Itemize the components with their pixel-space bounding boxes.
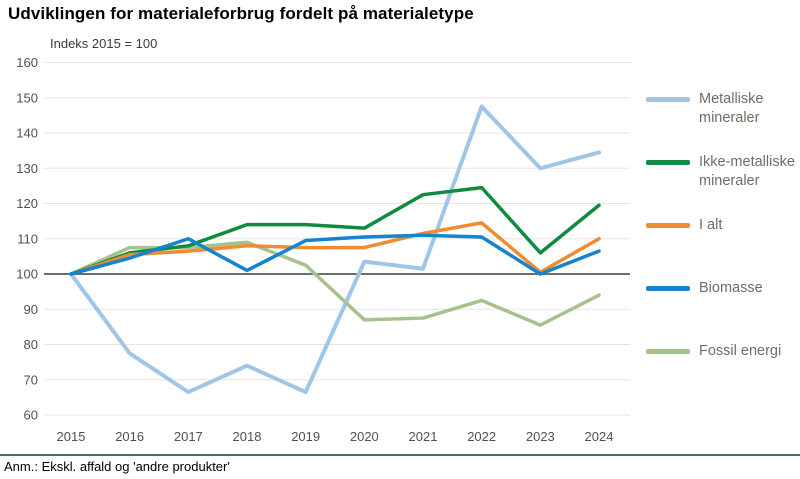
legend-label: Fossil energi <box>699 343 782 359</box>
legend-line-swatch <box>646 223 690 228</box>
y-axis-tick-labels: 60 70 80 90 100 110 120 130 140 150 160 <box>16 55 38 423</box>
y-tick-label: 70 <box>24 372 38 387</box>
legend-item: Ikke-metalliske mineraler <box>646 153 800 216</box>
legend-item: Fossil energi <box>646 342 800 405</box>
gridlines <box>44 62 630 416</box>
chart-title: Udviklingen for materialeforbrug fordelt… <box>8 4 474 23</box>
x-tick-label: 2022 <box>467 429 496 444</box>
legend-line-swatch <box>646 160 690 165</box>
x-tick-label: 2017 <box>174 429 203 444</box>
series-lines <box>69 104 601 395</box>
y-tick-label: 90 <box>24 302 38 317</box>
series-line-biomasse <box>69 233 601 276</box>
x-tick-label: 2018 <box>233 429 262 444</box>
y-tick-label: 60 <box>24 408 38 423</box>
y-tick-label: 100 <box>16 267 38 282</box>
chart-subtitle: Indeks 2015 = 100 <box>50 36 158 51</box>
y-tick-label: 120 <box>16 196 38 211</box>
x-tick-label: 2024 <box>585 429 614 444</box>
y-tick-label: 150 <box>16 90 38 105</box>
x-tick-label: 2016 <box>115 429 144 444</box>
legend-item: Biomasse <box>646 279 800 342</box>
y-tick-label: 130 <box>16 161 38 176</box>
y-tick-label: 110 <box>17 231 38 246</box>
y-tick-label: 80 <box>24 337 38 352</box>
chart-legend: Metalliske mineraler Ikke-metalliske mine… <box>646 90 800 405</box>
legend-label: Metalliske mineraler <box>699 91 764 127</box>
footer-divider <box>0 454 800 456</box>
y-tick-label: 160 <box>16 55 38 70</box>
series-line-metalliske-mineraler <box>69 104 601 395</box>
x-tick-label: 2023 <box>526 429 555 444</box>
x-tick-label: 2019 <box>291 429 320 444</box>
legend-item: Metalliske mineraler <box>646 90 800 153</box>
footnote: Anm.: Ekskl. affald og 'andre produkter' <box>4 459 230 474</box>
legend-line-swatch <box>646 97 690 102</box>
legend-label: Biomasse <box>699 280 763 296</box>
series-line-i-alt <box>69 221 601 276</box>
legend-label: Ikke-metalliske mineraler <box>699 154 795 190</box>
y-tick-label: 140 <box>16 126 38 141</box>
legend-line-swatch <box>646 286 690 291</box>
legend-label: I alt <box>699 217 723 233</box>
legend-item: I alt <box>646 216 800 279</box>
legend-line-swatch <box>646 349 690 354</box>
x-tick-label: 2015 <box>57 429 86 444</box>
x-tick-label: 2021 <box>409 429 438 444</box>
x-axis-tick-labels: 2015 2016 2017 2018 2019 2020 2021 2022 2023 2024 <box>57 429 614 444</box>
x-tick-label: 2020 <box>350 429 379 444</box>
